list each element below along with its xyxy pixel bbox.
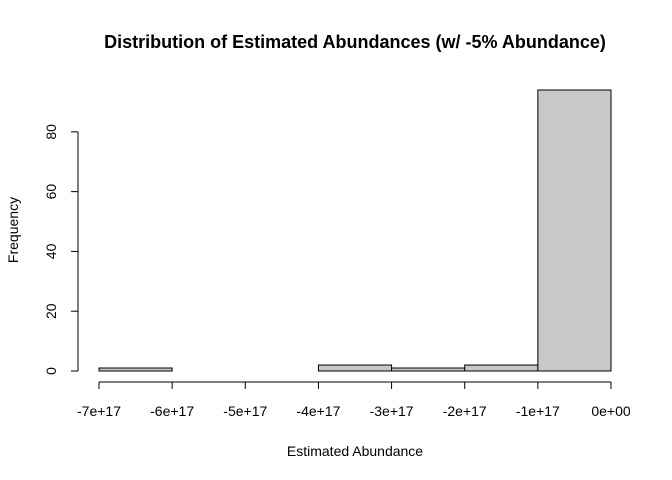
x-tick-label: -2e+17	[443, 403, 487, 419]
histogram-bar	[464, 364, 539, 372]
y-axis-label: Frequency	[5, 197, 21, 263]
y-tick-label: 60	[43, 184, 59, 200]
bars-group	[98, 89, 612, 372]
histogram-bar	[98, 367, 173, 372]
histogram-bar	[537, 89, 612, 372]
x-tick-label: -6e+17	[150, 403, 194, 419]
y-tick-label: 20	[43, 303, 59, 319]
y-tick-label: 40	[43, 243, 59, 259]
y-tick-label: 0	[43, 367, 59, 375]
chart-title: Distribution of Estimated Abundances (w/…	[104, 32, 606, 52]
x-tick-label: -5e+17	[223, 403, 267, 419]
x-tick-label: -7e+17	[77, 403, 121, 419]
x-tick-label: 0e+00	[591, 403, 631, 419]
histogram-bar	[317, 364, 393, 372]
x-tick-label: -1e+17	[516, 403, 560, 419]
x-axis: -7e+17 -6e+17 -5e+17 -4e+17 -3e+17 -2e+17 -1e+…	[77, 381, 631, 419]
histogram-bar	[391, 367, 466, 372]
y-axis: 0 20 40 60 80	[43, 124, 79, 375]
x-axis-label: Estimated Abundance	[287, 443, 423, 459]
x-tick-label: -4e+17	[296, 403, 340, 419]
x-tick-label: -3e+17	[370, 403, 414, 419]
y-tick-label: 80	[43, 124, 59, 140]
